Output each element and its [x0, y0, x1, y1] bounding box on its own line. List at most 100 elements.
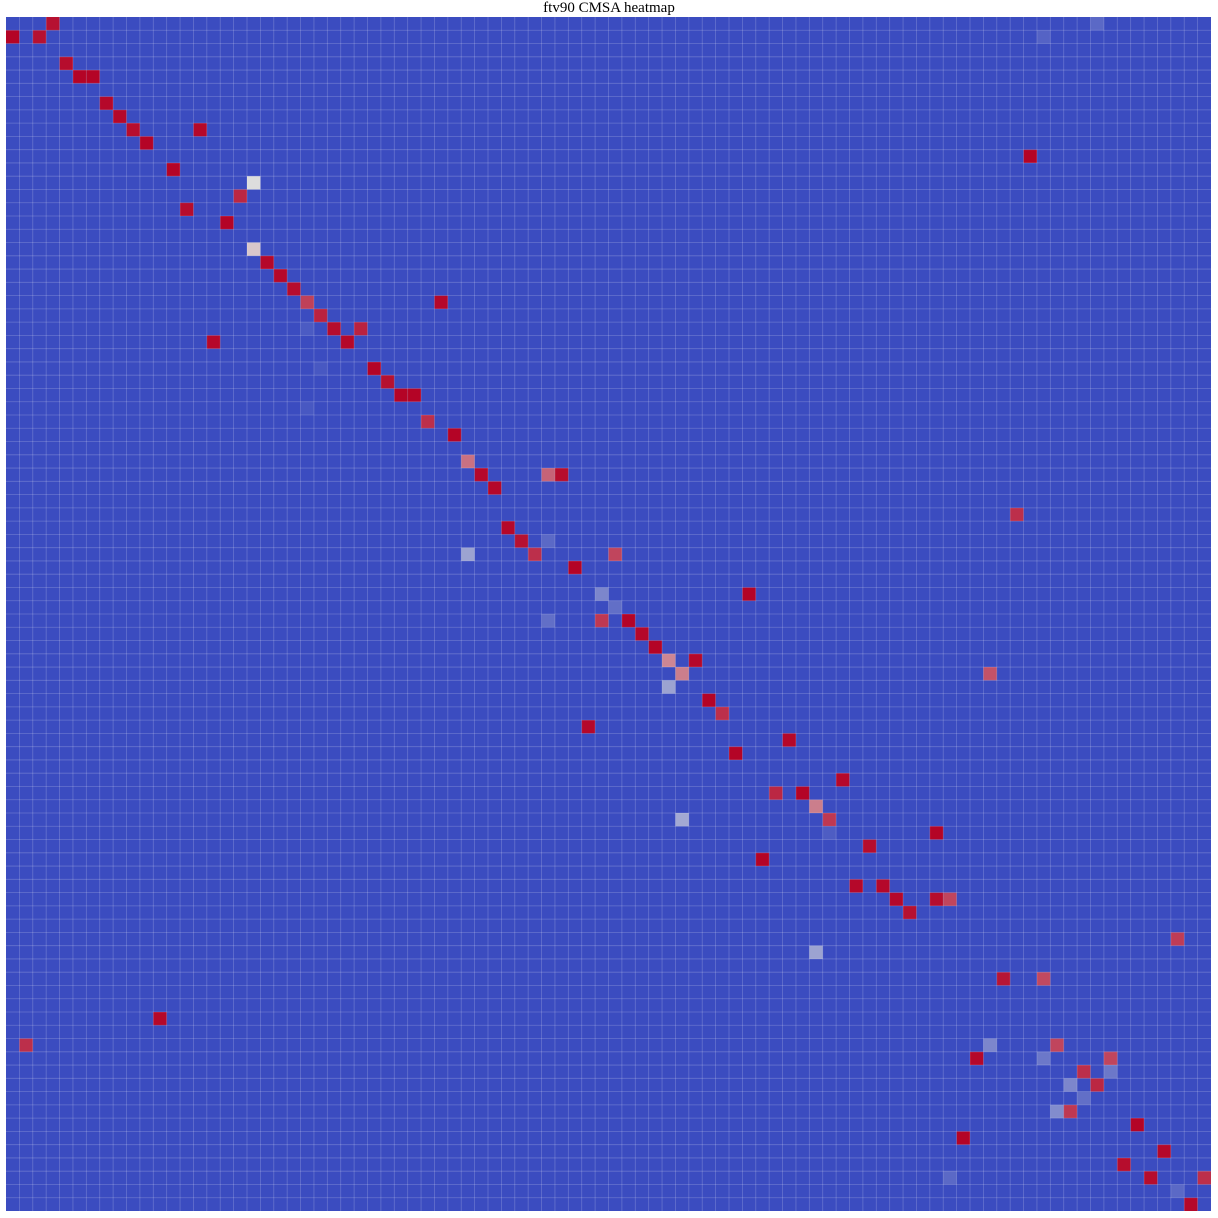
- heatmap-cell: [621, 614, 636, 628]
- heatmap-cell: [380, 375, 395, 389]
- heatmap-cell: [635, 627, 649, 641]
- heatmap-cell: [1117, 1157, 1131, 1172]
- heatmap-cell: [769, 786, 783, 800]
- heatmap-cell: [822, 826, 837, 840]
- heatmap-cell: [327, 322, 341, 336]
- heatmap-cell: [1103, 1065, 1118, 1079]
- heatmap-cell: [153, 1012, 167, 1026]
- heatmap-cell: [595, 587, 609, 601]
- heatmap-cell: [956, 1131, 970, 1145]
- heatmap-cell: [795, 786, 810, 800]
- heatmap-cell: [32, 30, 47, 44]
- heatmap-cell: [1063, 1078, 1078, 1092]
- heatmap-cell: [862, 839, 877, 853]
- heatmap-cell: [903, 905, 917, 920]
- heatmap-cell: [1144, 1171, 1158, 1185]
- heatmap-cell: [541, 468, 555, 482]
- heatmap-cell: [1170, 932, 1185, 946]
- heatmap-cell: [206, 335, 221, 349]
- heatmap-cell: [541, 614, 555, 628]
- heatmap-cell: [300, 295, 314, 309]
- heatmap-cell: [742, 587, 756, 601]
- heatmap-cell: [1036, 1051, 1051, 1066]
- chart-title: ftv90 CMSA heatmap: [543, 0, 675, 16]
- heatmap-cell: [367, 361, 381, 376]
- heatmap-cell: [929, 892, 944, 906]
- heatmap-cell: [354, 322, 368, 336]
- heatmap-cell: [421, 415, 435, 429]
- heatmap-cell: [608, 547, 622, 561]
- heatmap-cell: [300, 322, 314, 336]
- heatmap-cell: [340, 335, 355, 349]
- heatmap-cell: [1036, 972, 1051, 986]
- heatmap-cell: [488, 481, 502, 495]
- heatmap-cell: [983, 667, 997, 681]
- heatmap-cell: [1010, 507, 1024, 522]
- heatmap-cell: [1197, 1171, 1211, 1185]
- heatmap-cell: [1103, 1051, 1118, 1066]
- heatmap-cell: [313, 361, 328, 376]
- heatmap-cell: [943, 1171, 957, 1185]
- heatmap-cell: [113, 109, 127, 124]
- heatmap-cell: [273, 269, 288, 283]
- heatmap-grid: [6, 17, 1211, 1211]
- heatmap-cell: [434, 295, 448, 309]
- heatmap-cell: [889, 892, 904, 906]
- heatmap-cell: [1130, 1118, 1145, 1132]
- heatmap-cell: [675, 667, 689, 681]
- heatmap-cell: [675, 813, 689, 827]
- heatmap-cell: [313, 308, 328, 323]
- heatmap-cell: [99, 96, 114, 110]
- heatmap-cell: [1050, 1038, 1064, 1052]
- heatmap-cell: [86, 70, 100, 84]
- heatmap-cell: [729, 746, 743, 760]
- heatmap-cell: [996, 972, 1011, 986]
- heatmap-cell: [300, 401, 314, 415]
- heatmap-cell: [662, 653, 676, 668]
- heatmap-cell: [929, 826, 944, 840]
- heatmap-cell: [447, 428, 462, 442]
- heatmap-cell: [1077, 1091, 1091, 1105]
- heatmap-cell: [247, 242, 261, 256]
- heatmap-cell: [461, 547, 475, 561]
- heatmap-cell: [648, 640, 663, 654]
- heatmap-cell: [474, 468, 488, 482]
- heatmap-cell: [126, 123, 140, 137]
- heatmap-cell: [1023, 149, 1037, 163]
- heatmap-cell: [809, 799, 823, 813]
- heatmap-cell: [876, 879, 890, 893]
- heatmap-cell: [407, 388, 422, 402]
- heatmap-cell: [501, 521, 515, 535]
- heatmap-cell: [849, 879, 863, 893]
- heatmap-cell: [943, 892, 957, 906]
- heatmap-cell: [46, 17, 60, 31]
- heatmap-cell: [983, 1038, 997, 1052]
- heatmap-cell: [528, 547, 542, 561]
- heatmap-cell: [688, 653, 703, 668]
- heatmap-cell: [1090, 1078, 1104, 1092]
- heatmap-cell: [662, 680, 676, 694]
- heatmap-cell: [1184, 1197, 1198, 1211]
- heatmap-cell: [595, 614, 609, 628]
- heatmap-cell: [568, 560, 582, 575]
- heatmap-cell: [1063, 1104, 1078, 1119]
- heatmap-cell: [220, 216, 234, 230]
- heatmap-cell: [1077, 1065, 1091, 1079]
- heatmap-cell: [1036, 30, 1051, 44]
- heatmap-cell: [782, 733, 796, 747]
- heatmap-cell: [970, 1051, 984, 1066]
- heatmap-cell: [180, 202, 194, 216]
- heatmap-cell: [166, 162, 181, 177]
- heatmap-cell: [836, 773, 850, 787]
- heatmap-cell: [193, 123, 207, 137]
- heatmap-cell: [608, 600, 622, 614]
- heatmap-cell: [581, 720, 596, 734]
- heatmap-cell: [139, 136, 154, 150]
- heatmap-cell: [702, 693, 716, 707]
- heatmap-cell: [1170, 1184, 1185, 1198]
- heatmap-cell: [233, 189, 247, 203]
- heatmap-cell: [59, 56, 73, 71]
- heatmap: [6, 17, 1211, 1211]
- heatmap-cell: [554, 468, 569, 482]
- heatmap-cell: [394, 388, 408, 402]
